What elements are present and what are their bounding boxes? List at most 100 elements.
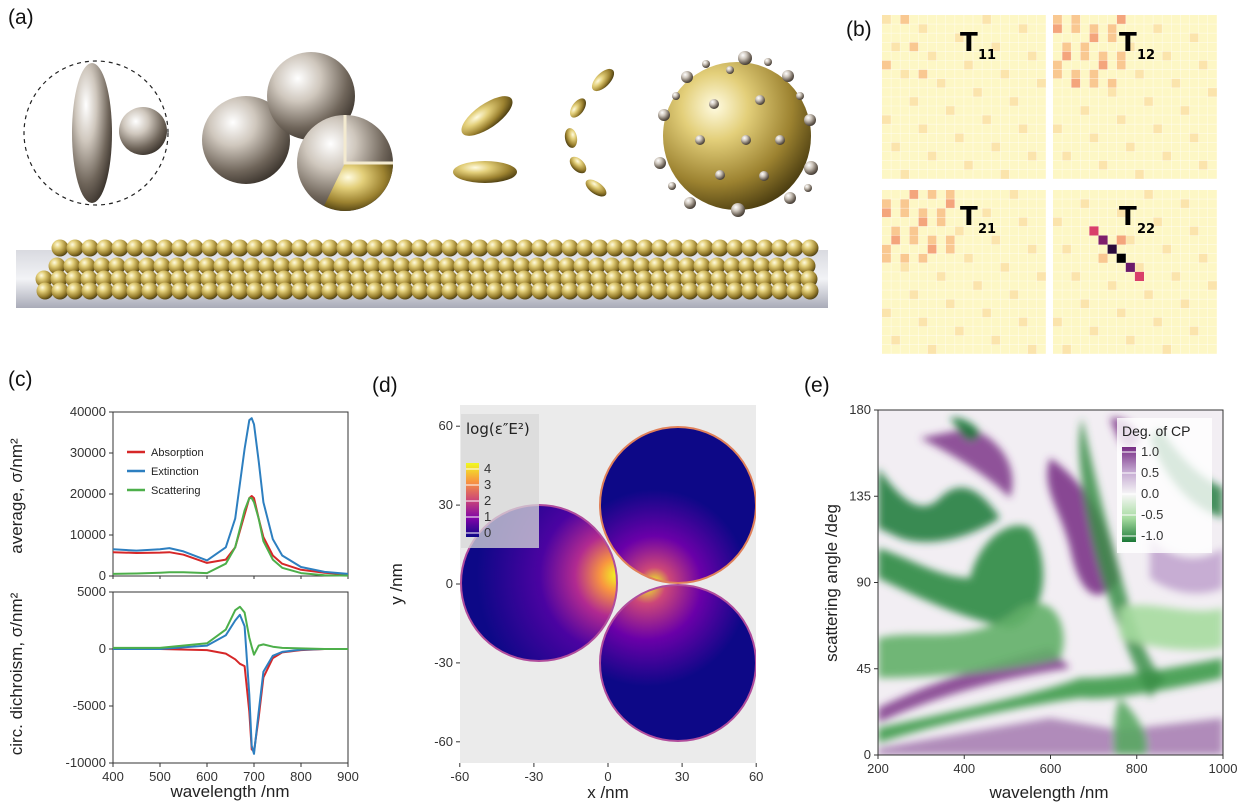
colorbar-tick-label: 4 <box>484 461 491 476</box>
nanoparticle <box>531 282 549 300</box>
nanoparticle <box>633 257 651 275</box>
colorbar-tick-label: 0 <box>484 525 491 540</box>
nanoparticle <box>603 257 621 275</box>
nanoparticle <box>291 239 309 257</box>
nanoparticle <box>186 239 204 257</box>
x-tick-label: -30 <box>525 769 544 784</box>
nanoparticle <box>726 282 744 300</box>
panel-e-chart: 200 400 600 800 1000 180 135 90 45 0 Deg. of CP 1… <box>822 402 1237 802</box>
nanoparticle <box>351 239 369 257</box>
nanoparticle <box>621 239 639 257</box>
nanoparticle <box>498 257 516 275</box>
nanoparticle <box>651 239 669 257</box>
nanoparticle <box>168 257 186 275</box>
nanoparticle <box>666 282 684 300</box>
nanoparticle <box>621 282 639 300</box>
x-tick-label: 800 <box>1126 761 1148 776</box>
nanoparticle <box>423 257 441 275</box>
nanoparticle <box>708 257 726 275</box>
nanoparticle <box>66 239 84 257</box>
nanoparticle <box>321 282 339 300</box>
nanoparticle <box>381 282 399 300</box>
nanoparticle <box>456 239 474 257</box>
series-line <box>113 613 348 755</box>
nanoparticle <box>108 257 126 275</box>
x-tick-label: 400 <box>953 761 975 776</box>
nanoparticle <box>123 257 141 275</box>
svg-text:12: 12 <box>1137 48 1155 63</box>
e-xlabel: wavelength /nm <box>988 783 1108 802</box>
nanoparticle <box>183 257 201 275</box>
y-tick-label: 60 <box>439 418 453 433</box>
nanoparticle <box>126 239 144 257</box>
nanoparticle <box>438 257 456 275</box>
nanoparticle <box>321 239 339 257</box>
nanoparticle <box>546 282 564 300</box>
nanoparticle <box>591 282 609 300</box>
tmatrix-label-21: T 21 <box>960 202 996 237</box>
nanoparticle <box>303 257 321 275</box>
nanoparticle <box>486 282 504 300</box>
nanoparticle <box>63 257 81 275</box>
decorated-sphere <box>663 62 811 210</box>
nanoparticle <box>363 257 381 275</box>
nanoparticle <box>426 239 444 257</box>
nanoparticle <box>318 257 336 275</box>
nanoparticle <box>78 257 96 275</box>
nanoparticle <box>456 282 474 300</box>
nanoparticle <box>741 239 759 257</box>
nanoparticle <box>393 257 411 275</box>
e-colorbar-title: Deg. of CP <box>1122 423 1190 439</box>
legend-label: Scattering <box>151 485 201 497</box>
nanoparticle <box>171 239 189 257</box>
nanoparticle <box>36 282 54 300</box>
series-line <box>113 605 348 656</box>
nanoparticle <box>543 257 561 275</box>
nanoparticle <box>528 257 546 275</box>
nanoparticle <box>588 257 606 275</box>
x-tick-label: 800 <box>290 769 312 784</box>
nanosphere-bottom-right <box>599 584 756 742</box>
y-tick-label: 20000 <box>70 486 106 501</box>
small-sphere <box>119 107 167 155</box>
nanoparticle <box>156 282 174 300</box>
y-tick-label: -5000 <box>73 698 106 713</box>
nanoparticle <box>636 282 654 300</box>
x-tick-label: 900 <box>337 769 359 784</box>
c-xlabel: wavelength /nm <box>169 782 289 801</box>
svg-text:T: T <box>1119 28 1137 58</box>
circumscribing-sphere <box>23 60 169 206</box>
d-ylabel: y /nm <box>387 563 406 605</box>
nanoparticle <box>411 282 429 300</box>
nanoparticle <box>426 282 444 300</box>
nanoparticle <box>111 282 129 300</box>
nanoparticle <box>408 257 426 275</box>
nanoparticle <box>273 257 291 275</box>
panel-b-tmatrix: T 11 T 12 T 21 T 22 <box>882 15 1217 354</box>
colorbar-tick-label: 0.0 <box>1141 486 1159 501</box>
y-tick-label: 30 <box>439 497 453 512</box>
decorating-particles <box>654 51 818 217</box>
nanoparticle <box>801 282 819 300</box>
svg-text:21: 21 <box>978 222 996 237</box>
helix-spheroids <box>564 68 615 197</box>
y-tick-label: -30 <box>434 655 453 670</box>
nanoparticle <box>606 282 624 300</box>
nanoparticle <box>81 239 99 257</box>
nanoparticle <box>666 239 684 257</box>
nanoparticle <box>261 282 279 300</box>
nanoparticle <box>336 239 354 257</box>
x-tick-label: 200 <box>867 761 889 776</box>
y-tick-label: 0 <box>446 576 453 591</box>
x-tick-label: 500 <box>149 769 171 784</box>
y-tick-label: 45 <box>857 661 871 676</box>
nanoparticle <box>66 282 84 300</box>
nanoparticle <box>288 257 306 275</box>
tmatrix-block <box>1053 15 1217 179</box>
series-line <box>112 417 349 575</box>
nanoparticle <box>261 239 279 257</box>
oblate-spheroid-1 <box>461 96 513 136</box>
nanoparticle <box>696 282 714 300</box>
nanoparticle <box>126 282 144 300</box>
